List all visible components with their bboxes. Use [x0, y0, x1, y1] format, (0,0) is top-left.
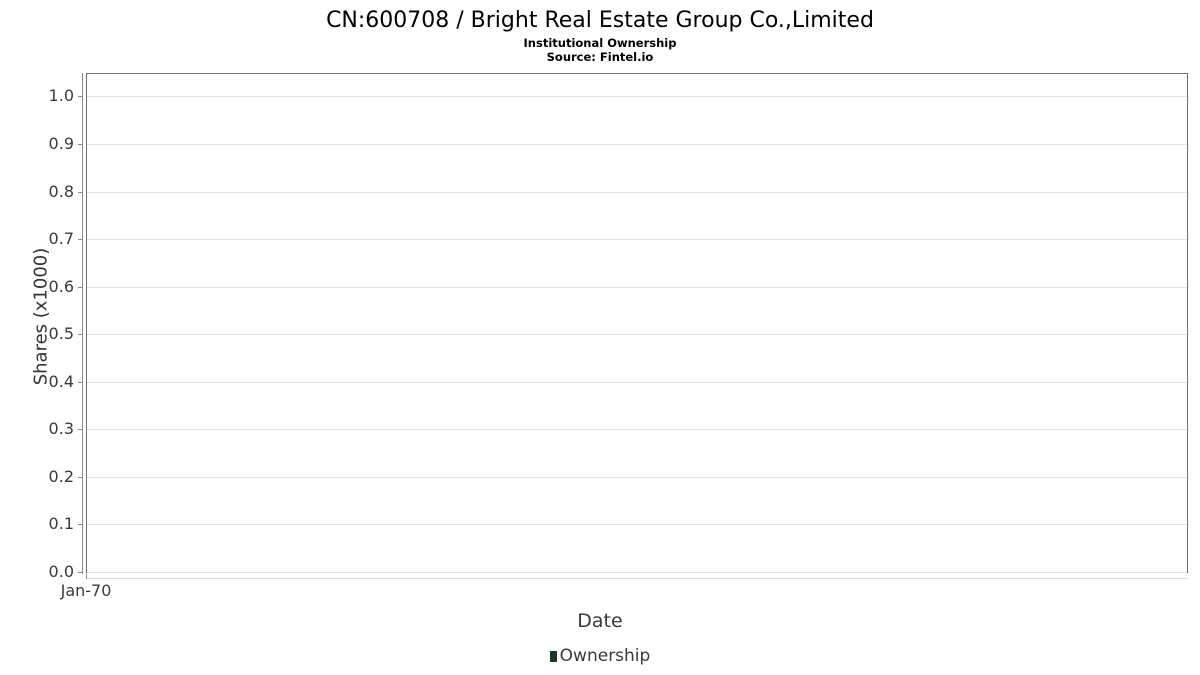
x-tick-mark	[86, 574, 87, 579]
legend-item-ownership[interactable]: Ownership	[549, 646, 651, 666]
y-axis-line	[82, 73, 83, 574]
y-tick-mark	[78, 572, 83, 573]
plot-area	[86, 73, 1188, 573]
gridline	[87, 429, 1187, 430]
y-tick-mark	[78, 429, 83, 430]
gridline	[87, 96, 1187, 97]
y-tick-mark	[78, 382, 83, 383]
y-tick-label: 0.2	[48, 467, 74, 486]
y-tick-mark	[78, 192, 83, 193]
gridline	[87, 524, 1187, 525]
y-tick-mark	[78, 239, 83, 240]
legend-item-label: Ownership	[559, 646, 651, 666]
chart-title: CN:600708 / Bright Real Estate Group Co.…	[326, 8, 874, 33]
gridline	[87, 287, 1187, 288]
gridline	[87, 144, 1187, 145]
gridline	[87, 477, 1187, 478]
legend-swatch-icon	[549, 650, 557, 662]
chart-legend: Ownership	[0, 646, 1200, 666]
gridline	[87, 382, 1187, 383]
y-tick-label: 0.8	[48, 182, 74, 201]
y-tick-label: 0.3	[48, 419, 74, 438]
gridline	[87, 239, 1187, 240]
gridline-baseline	[86, 578, 1188, 579]
y-tick-label: 0.9	[48, 134, 74, 153]
y-tick-label: 0.7	[48, 229, 74, 248]
gridline	[87, 572, 1187, 573]
y-tick-label: 0.1	[48, 514, 74, 533]
chart-header: CN:600708 / Bright Real Estate Group Co.…	[0, 0, 1200, 64]
y-tick-label: 0.0	[48, 562, 74, 581]
gridline	[87, 334, 1187, 335]
y-tick-mark	[78, 334, 83, 335]
series-ownership	[87, 74, 1187, 572]
plot-inner	[87, 74, 1187, 573]
y-tick-mark	[78, 144, 83, 145]
x-axis-title: Date	[577, 610, 623, 632]
y-tick-mark	[78, 477, 83, 478]
chart-subtitle: Institutional Ownership	[523, 36, 677, 50]
y-tick-mark	[78, 524, 83, 525]
gridline	[87, 192, 1187, 193]
y-tick-label: 1.0	[48, 86, 74, 105]
chart-source-label: Source: Fintel.io	[546, 50, 654, 64]
y-tick-mark	[78, 287, 83, 288]
x-tick-label: Jan-70	[60, 581, 112, 600]
y-tick-label: 0.4	[48, 372, 74, 391]
y-tick-label: 0.5	[48, 324, 74, 343]
y-tick-mark	[78, 96, 83, 97]
y-tick-label: 0.6	[48, 277, 74, 296]
